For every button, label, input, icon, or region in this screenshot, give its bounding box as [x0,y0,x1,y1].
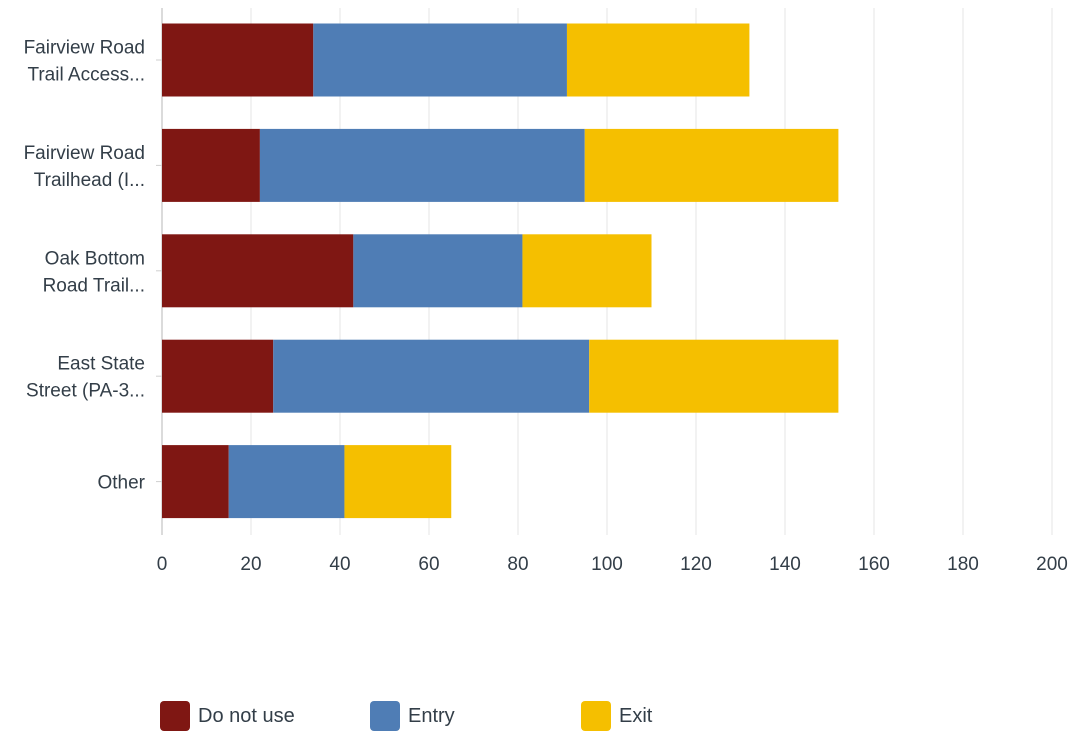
legend-swatch [160,701,190,731]
bar-entry [313,23,567,97]
legend-label: Entry [408,704,455,727]
x-tick-label: 140 [769,554,801,575]
x-tick-label: 20 [240,554,261,575]
bar-do-not-use [162,339,274,413]
legend-swatch [581,701,611,731]
chart-svg: Fairview Road Trail Access... Fairview Roa… [24,8,1068,575]
legend-item: Exit [581,701,652,731]
x-tick-label: 160 [858,554,890,575]
bar-exit [589,339,839,413]
category-label: Fairview Road Trail Access... [24,38,145,86]
legend-label: Do not use [198,704,295,727]
x-tick-label: 120 [680,554,712,575]
bar-entry [228,445,345,519]
x-tick-label: 40 [329,554,350,575]
bar-do-not-use [162,23,314,97]
bar-do-not-use [162,234,354,308]
category-label: East State Street (PA-3... [26,354,145,402]
legend-swatch [370,701,400,731]
bar-do-not-use [162,128,260,202]
x-tick-label: 180 [947,554,979,575]
category-label: Fairview Road Trailhead (I... [24,143,145,191]
x-tick-label: 0 [157,554,168,575]
bar-do-not-use [162,445,229,519]
bar-entry [259,128,585,202]
bar-entry [353,234,523,308]
category-label: Other [97,473,145,494]
bar-exit [344,445,452,519]
legend-item: Do not use [160,701,295,731]
legend-item: Entry [370,701,455,731]
bar-exit [522,234,652,308]
legend: Do not use Entry Exit [0,701,1073,733]
bar-exit [584,128,839,202]
x-tick-label: 200 [1036,554,1068,575]
legend-label: Exit [619,704,653,727]
bar-exit [566,23,750,97]
x-tick-label: 60 [418,554,439,575]
category-label: Oak Bottom Road Trail... [43,248,145,296]
bar-entry [273,339,590,413]
x-tick-label: 80 [507,554,528,575]
x-tick-label: 100 [591,554,623,575]
